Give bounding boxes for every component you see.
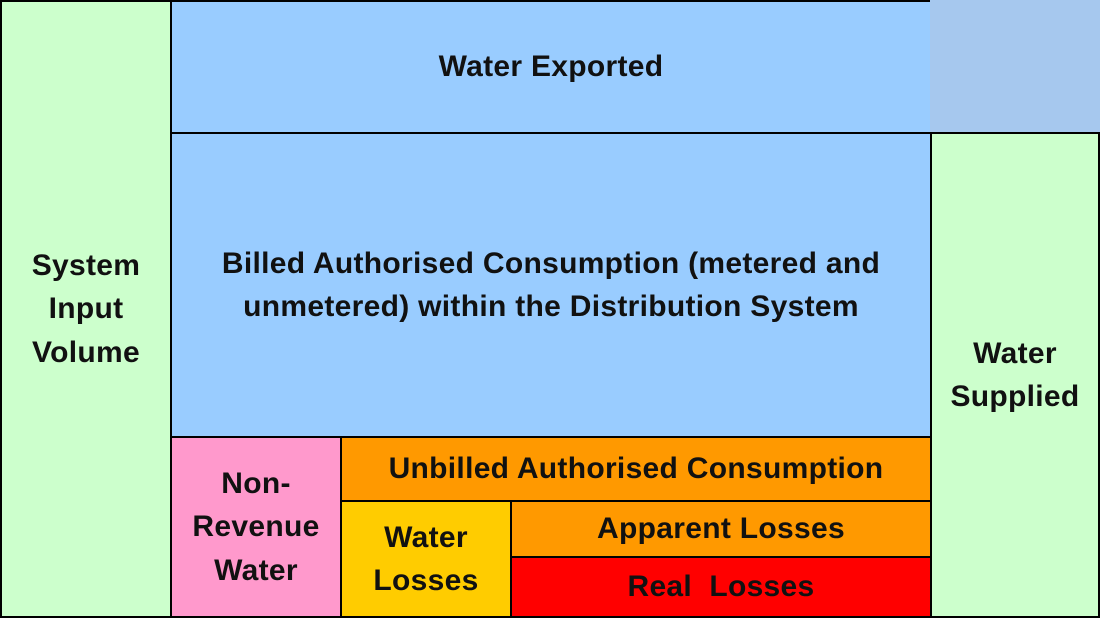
water-exported-label: Water Exported bbox=[438, 50, 664, 84]
apparent-losses-label: Apparent Losses bbox=[597, 512, 845, 546]
system-input-volume-box: System Input Volume bbox=[0, 0, 172, 618]
unbilled-authorised-consumption-label: Unbilled Authorised Consumption bbox=[388, 452, 884, 486]
real-losses-label: Real Losses bbox=[627, 570, 815, 604]
real-losses-box: Real Losses bbox=[510, 556, 932, 618]
water-supplied-box: Water Supplied bbox=[930, 132, 1100, 618]
water-losses-label: Water Losses bbox=[373, 520, 479, 598]
unbilled-authorised-consumption-box: Unbilled Authorised Consumption bbox=[340, 436, 932, 502]
water-supplied-label: Water Supplied bbox=[950, 336, 1080, 414]
billed-authorised-consumption-box: Billed Authorised Consumption (metered a… bbox=[170, 132, 932, 438]
billed-authorised-consumption-label: Billed Authorised Consumption (metered a… bbox=[221, 246, 881, 324]
water-exported-side-fill bbox=[930, 0, 1100, 134]
non-revenue-water-label: Non- Revenue Water bbox=[192, 466, 320, 587]
apparent-losses-box: Apparent Losses bbox=[510, 500, 932, 558]
non-revenue-water-box: Non- Revenue Water bbox=[170, 436, 342, 618]
water-exported-box: Water Exported bbox=[170, 0, 932, 134]
water-losses-box: Water Losses bbox=[340, 500, 512, 618]
system-input-volume-label: System Input Volume bbox=[31, 248, 141, 369]
